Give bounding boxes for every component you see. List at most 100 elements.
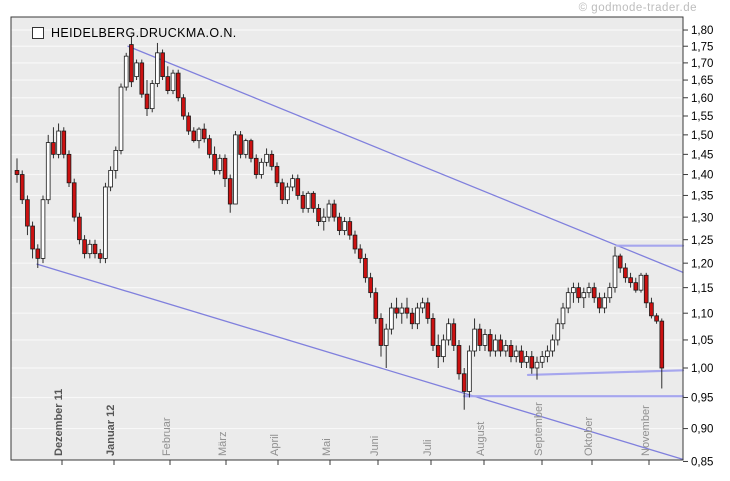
candle (430, 313, 436, 352)
candle (97, 248, 103, 264)
candle-body-down (404, 307, 410, 314)
x-axis-label: Juni (369, 436, 381, 456)
candle (129, 36, 134, 88)
candle-body-down (253, 157, 259, 175)
candle-body-down (300, 195, 306, 209)
candle (524, 351, 529, 368)
candle (383, 323, 389, 368)
candle (259, 158, 264, 179)
candle (201, 123, 207, 143)
candle-body-up (524, 356, 529, 363)
candle-body-down (633, 282, 639, 291)
candle (316, 204, 321, 227)
plot-border (10, 16, 684, 461)
candle-body-down (175, 72, 181, 99)
candle (659, 318, 665, 389)
candle (649, 297, 654, 319)
candle-body-up (233, 134, 238, 205)
candle (654, 313, 659, 324)
candle (617, 253, 623, 273)
candle-body-up (243, 140, 249, 155)
series-checkbox[interactable] (32, 27, 44, 39)
candle-body-up (415, 307, 420, 325)
candle-body-up (581, 292, 587, 299)
candle (623, 263, 628, 283)
candle (19, 170, 25, 205)
candle (498, 334, 503, 357)
candle-body-up (389, 307, 394, 330)
candle (638, 272, 644, 293)
candle-body-down (35, 248, 41, 259)
candle-body-up (259, 161, 264, 175)
candle (456, 339, 462, 380)
candle-body-up (45, 142, 51, 201)
candle (539, 351, 545, 368)
candle (279, 178, 285, 205)
candle-body-down (129, 44, 134, 83)
candle (321, 208, 327, 231)
candle-body-up (342, 221, 347, 231)
y-axis-label: 1,45 (691, 149, 713, 161)
candle-body-down (617, 255, 623, 269)
y-axis-label: 1,00 (691, 363, 713, 375)
candle-body-up (103, 186, 108, 259)
candle-body-up (539, 356, 545, 363)
candle-body-up (170, 72, 176, 92)
candle (378, 313, 384, 357)
candle-body-up (534, 361, 540, 369)
candle-body-down (248, 140, 254, 159)
candle-body-down (394, 307, 399, 314)
candle-body-up (305, 192, 311, 209)
candle-body-up (503, 345, 509, 352)
candle-body-up (612, 255, 618, 289)
candle-body-down (357, 248, 363, 259)
series-title: HEIDELBERG.DRUCKMA.O.N. (51, 26, 237, 40)
candle-body-down (337, 216, 342, 231)
candle (295, 174, 301, 200)
candle (66, 150, 72, 187)
candle-body-down (238, 134, 243, 155)
x-axis-label: April (269, 434, 281, 456)
trendlines (36, 45, 685, 461)
candle-body-up (513, 350, 519, 358)
candle (337, 212, 342, 236)
candle (482, 329, 488, 352)
candle-body-up (326, 203, 332, 218)
candle (191, 127, 197, 143)
candle (477, 323, 483, 352)
candle (550, 334, 555, 357)
candle (51, 127, 56, 159)
candle (77, 212, 82, 245)
candle (389, 302, 394, 335)
candle (451, 318, 457, 352)
candle (207, 134, 212, 159)
candle-body-up (87, 243, 93, 255)
candle-body-down (378, 318, 384, 346)
y-axis-label: 1,65 (691, 75, 713, 87)
candle-body-up (565, 292, 571, 309)
y-axis-label: 1,35 (691, 191, 713, 203)
candle-body-down (311, 192, 316, 209)
candle-body-down (61, 130, 67, 155)
candle (25, 195, 30, 236)
candle-body-down (529, 356, 535, 369)
candle (139, 59, 145, 98)
candle (612, 246, 618, 293)
x-axis-label: Januar 12 (105, 405, 117, 456)
candle-body-down (92, 243, 98, 255)
candle-body-up (383, 328, 389, 346)
candle-body-up (493, 339, 498, 352)
candle (467, 345, 472, 398)
candle-body-down (597, 297, 602, 309)
candle (243, 138, 249, 159)
y-axis-label: 1,70 (691, 58, 713, 70)
candle (186, 112, 191, 135)
candle-body-up (545, 350, 550, 358)
candle (181, 94, 186, 120)
candle-body-down (77, 216, 82, 241)
candle-body-down (274, 165, 280, 184)
candle (311, 191, 316, 213)
y-axis: 1,80 1,75 1,70 1,65 1,60 1,55 1,50 1,45 1,40 1,35… (683, 25, 713, 469)
candle (305, 191, 311, 213)
candle-body-down (451, 323, 457, 346)
